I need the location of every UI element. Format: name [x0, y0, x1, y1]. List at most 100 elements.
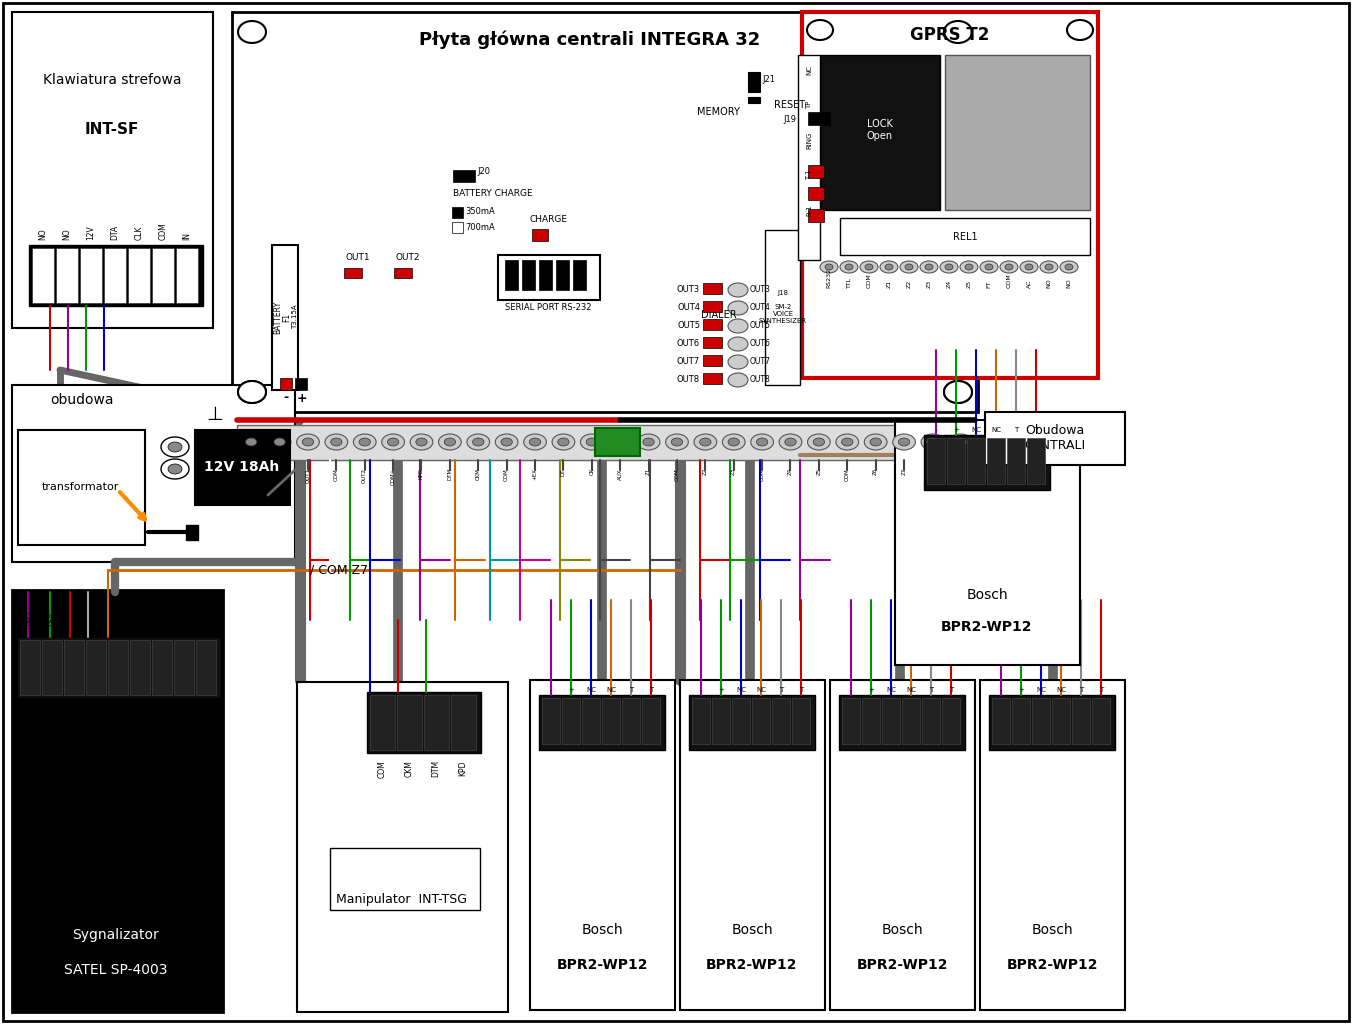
Bar — [498, 255, 600, 300]
Ellipse shape — [410, 434, 433, 450]
Text: NO: NO — [1046, 279, 1052, 288]
Bar — [130, 640, 150, 695]
Text: COM+: COM+ — [391, 468, 396, 485]
Text: IN: IN — [183, 232, 192, 240]
Bar — [195, 430, 289, 505]
Ellipse shape — [944, 381, 972, 403]
Text: J20: J20 — [477, 168, 489, 176]
Bar — [272, 245, 297, 390]
Bar — [366, 692, 481, 753]
Bar — [748, 72, 760, 92]
Text: TTL: TTL — [846, 276, 852, 288]
Ellipse shape — [1065, 264, 1073, 270]
Text: +: + — [568, 687, 575, 693]
Text: TP: TP — [806, 100, 813, 110]
Text: DTA: DTA — [111, 225, 119, 240]
Bar — [703, 319, 722, 330]
Ellipse shape — [274, 438, 285, 446]
Ellipse shape — [238, 22, 266, 43]
Ellipse shape — [940, 261, 959, 273]
Ellipse shape — [980, 261, 998, 273]
Text: BPR2-WP12: BPR2-WP12 — [941, 620, 1033, 634]
Ellipse shape — [1019, 261, 1038, 273]
Bar — [295, 378, 307, 390]
Text: RS232: RS232 — [826, 268, 831, 288]
Bar — [792, 698, 810, 744]
Ellipse shape — [168, 442, 183, 452]
Text: -: - — [700, 687, 702, 693]
Text: +: + — [718, 687, 723, 693]
Ellipse shape — [960, 261, 977, 273]
Bar — [927, 438, 945, 484]
Text: COM: COM — [334, 468, 339, 480]
Bar — [12, 12, 214, 328]
Bar — [18, 430, 145, 545]
Text: -: - — [999, 687, 1002, 693]
Bar — [946, 438, 965, 484]
Text: -: - — [284, 391, 288, 404]
Ellipse shape — [665, 434, 688, 450]
Text: Z1: Z1 — [646, 468, 652, 475]
Text: KPD: KPD — [458, 760, 468, 775]
Text: +: + — [296, 391, 307, 404]
Ellipse shape — [644, 438, 654, 446]
Bar — [397, 695, 422, 750]
Bar — [703, 301, 722, 312]
Text: obudowa: obudowa — [50, 393, 114, 407]
Text: DIALER: DIALER — [702, 310, 737, 319]
Bar — [1072, 698, 1090, 744]
Text: Bosch: Bosch — [731, 923, 773, 937]
Ellipse shape — [438, 434, 461, 450]
Text: NC: NC — [971, 427, 982, 433]
Text: NC: NC — [735, 687, 746, 693]
Text: J21: J21 — [763, 76, 775, 85]
Text: Z1: Z1 — [887, 280, 891, 288]
Text: OUT5: OUT5 — [677, 322, 700, 331]
Text: Z5: Z5 — [967, 280, 972, 288]
Bar — [87, 640, 105, 695]
Ellipse shape — [296, 434, 319, 450]
Text: Sygnalizator: Sygnalizator — [73, 928, 160, 942]
Text: Z5: Z5 — [817, 468, 822, 475]
Text: T-1: T-1 — [806, 170, 813, 180]
Text: DT: DT — [561, 468, 566, 475]
Text: OUT7: OUT7 — [750, 357, 771, 367]
Bar — [967, 438, 986, 484]
Ellipse shape — [727, 373, 748, 387]
Text: NC: NC — [1036, 687, 1046, 693]
Text: OUT6: OUT6 — [677, 340, 700, 348]
Text: T: T — [1099, 687, 1103, 693]
Bar — [840, 695, 965, 750]
Ellipse shape — [919, 261, 938, 273]
Text: OUT8: OUT8 — [750, 376, 771, 384]
Text: T: T — [1014, 427, 1018, 433]
Ellipse shape — [807, 434, 830, 450]
Text: Klawiatura strefowa: Klawiatura strefowa — [43, 73, 181, 87]
Text: NC: NC — [806, 65, 813, 75]
Text: OUT8: OUT8 — [677, 376, 700, 384]
Ellipse shape — [825, 264, 833, 270]
Text: OUT5: OUT5 — [750, 322, 771, 331]
Ellipse shape — [821, 261, 838, 273]
Bar — [987, 438, 1005, 484]
Bar — [942, 698, 960, 744]
Text: BPR2-WP12: BPR2-WP12 — [706, 958, 798, 972]
Text: Z4: Z4 — [946, 280, 952, 288]
Ellipse shape — [331, 438, 342, 446]
Ellipse shape — [750, 434, 773, 450]
Bar — [104, 248, 126, 303]
Ellipse shape — [892, 434, 915, 450]
Ellipse shape — [360, 438, 370, 446]
Text: +SO-: +SO- — [26, 608, 35, 628]
Text: NO: NO — [38, 228, 47, 240]
Text: Z2: Z2 — [906, 280, 911, 288]
Text: CLK: CLK — [134, 225, 143, 240]
Ellipse shape — [864, 434, 887, 450]
Bar — [32, 248, 54, 303]
Text: COM: COM — [158, 222, 168, 240]
Ellipse shape — [558, 438, 569, 446]
Ellipse shape — [694, 434, 717, 450]
Text: CKM: CKM — [476, 468, 481, 480]
Bar — [42, 640, 62, 695]
Ellipse shape — [886, 264, 894, 270]
